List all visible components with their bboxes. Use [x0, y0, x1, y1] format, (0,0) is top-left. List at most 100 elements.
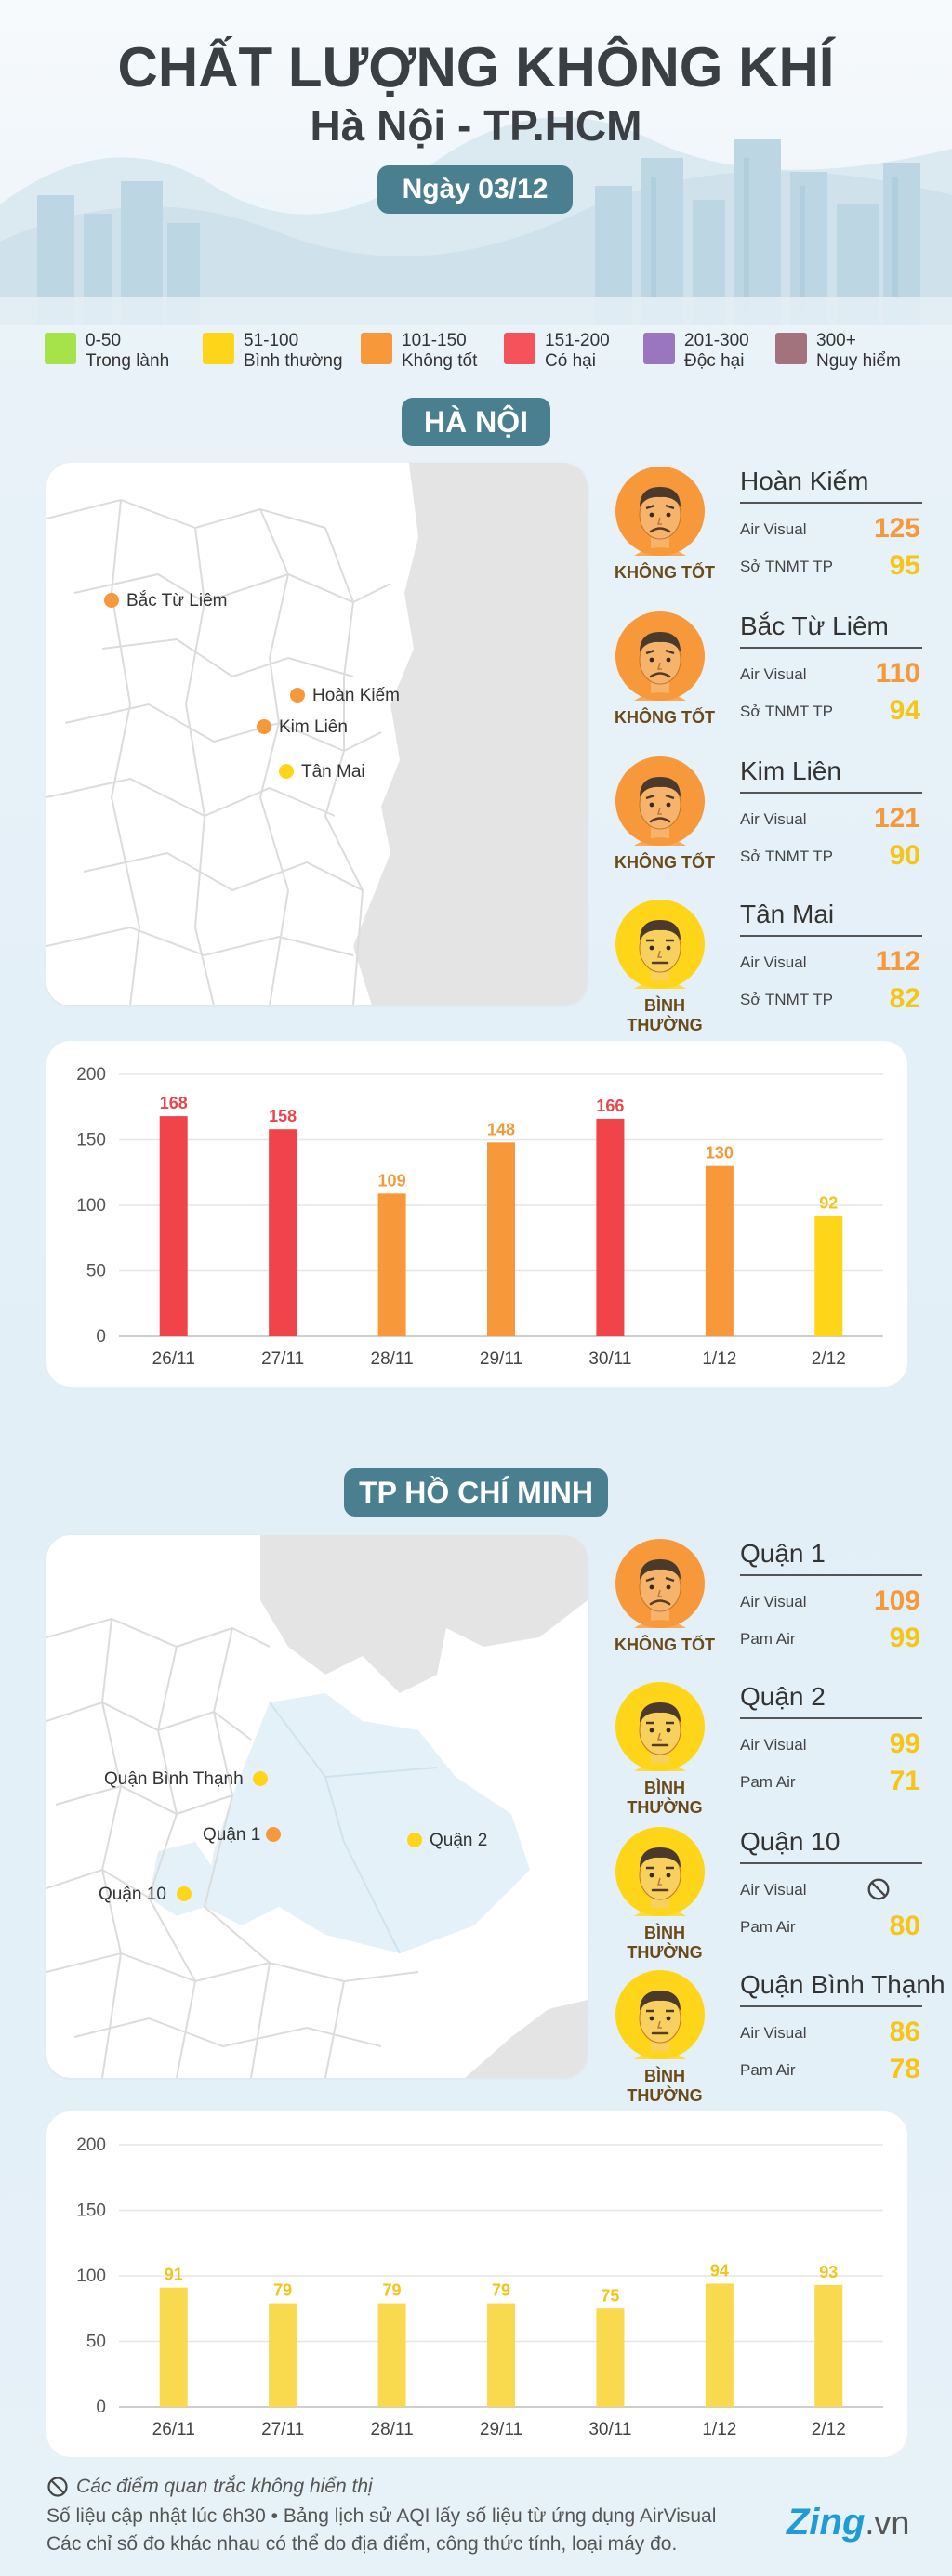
station-card: BÌNH THƯỜNG Quận Bình Thạnh Air Visual 86 Pa… — [604, 1970, 945, 2105]
source-label: Air Visual — [740, 810, 807, 828]
hcm-map: Quận Bình Thạnh Quận 1 Quận 2 Quận 10 — [46, 1535, 588, 2078]
source-value: 94 — [889, 695, 920, 726]
y-tick-label: 50 — [86, 1262, 106, 1281]
map-label-quan-binh-thanh: Quận Bình Thạnh — [104, 1769, 244, 1789]
station-status: KHÔNG TỐT — [615, 853, 715, 872]
source-label: Air Visual — [740, 953, 807, 971]
station-divider — [740, 502, 922, 504]
map-pin-kim-lien — [257, 719, 271, 734]
map-pin-quan-2 — [407, 1833, 422, 1847]
map-label-kim-lien: Kim Liên — [279, 717, 348, 737]
source-value: 121 — [873, 803, 920, 834]
station-divider — [740, 1717, 922, 1719]
station-name: Quận 10 — [740, 1827, 840, 1856]
legend-label: Độc hại — [684, 351, 745, 371]
source-label: Pam Air — [740, 1773, 796, 1791]
station-card: KHÔNG TỐT Kim Liên Air Visual 121 Sở TNMT TP… — [604, 756, 922, 887]
bar-value-label: 158 — [269, 1107, 297, 1125]
legend-label: Không tốt — [402, 351, 478, 371]
footer-line-2: Các chỉ số đo khác nhau có thể do địa đi… — [46, 2533, 678, 2555]
station-card: KHÔNG TỐT Quận 1 Air Visual 109 Pam Air 99 — [604, 1539, 922, 1669]
station-card: KHÔNG TỐT Hoàn Kiếm Air Visual 125 Sở TNMT T… — [604, 467, 922, 597]
hanoi-map-shapes — [46, 463, 588, 1005]
legend-label: Nguy hiểm — [816, 351, 901, 371]
source-value: 99 — [889, 1623, 920, 1653]
source-value: 90 — [889, 840, 920, 871]
bar — [487, 1142, 515, 1336]
bar-value-label: 92 — [819, 1193, 838, 1212]
y-tick-label: 200 — [76, 2136, 106, 2155]
hanoi-aqi-chart: 0 50 100 150 200 168 26/11 158 27/11 109 28/11 148 2… — [46, 1041, 907, 1387]
bar — [269, 1129, 298, 1336]
source-value: 109 — [873, 1585, 920, 1616]
y-tick-label: 0 — [96, 1327, 106, 1347]
station-status: KHÔNG TỐT — [615, 1636, 715, 1654]
legend-swatch — [45, 333, 76, 364]
map-pin-quan-1 — [266, 1827, 281, 1842]
legend-label: Trong lành — [86, 351, 170, 371]
section-title-hanoi: HÀ NỘI — [402, 398, 550, 446]
legend-label: Có hại — [545, 351, 596, 371]
city-skyline-illustration — [0, 117, 952, 325]
neutral-face-icon — [615, 1827, 705, 1916]
station-name: Bắc Từ Liêm — [740, 611, 889, 640]
station-status: BÌNH THƯỜNG — [627, 1779, 703, 1817]
source-label: Sở TNMT TP — [740, 991, 833, 1008]
station-divider — [740, 1862, 922, 1864]
map-label-quan-2: Quận 2 — [430, 1831, 488, 1850]
source-label: Air Visual — [740, 520, 807, 538]
map-label-tan-mai: Tân Mai — [301, 762, 365, 782]
bar-value-label: 79 — [273, 2281, 292, 2300]
x-tick-label: 2/12 — [812, 1349, 846, 1369]
station-divider — [740, 647, 922, 649]
y-tick-label: 150 — [76, 2201, 106, 2221]
map-label-hoan-kiem: Hoàn Kiếm — [312, 686, 400, 705]
bar-value-label: 94 — [710, 2261, 729, 2280]
aqi-legend: 0-50 Trong lành 51-100 Bình thường 101-150 Kh… — [45, 331, 919, 377]
sad-face-icon — [615, 467, 705, 556]
bar — [487, 2303, 515, 2407]
y-tick-label: 0 — [96, 2398, 106, 2417]
station-name: Quận 2 — [740, 1682, 826, 1711]
y-tick-label: 50 — [86, 2333, 106, 2352]
station-name: Hoàn Kiếm — [740, 467, 869, 495]
station-name: Kim Liên — [740, 756, 841, 785]
source-value: 110 — [875, 658, 920, 689]
source-value: 86 — [889, 2017, 920, 2047]
station-status: KHÔNG TỐT — [615, 563, 715, 582]
footer-note: Các điểm quan trắc không hiển thị — [76, 2476, 373, 2497]
map-label-quan-10: Quận 10 — [99, 1885, 166, 1904]
station-card: BÌNH THƯỜNG Tân Mai Air Visual 112 Sở TNMT T… — [604, 900, 922, 1034]
y-tick-label: 150 — [76, 1131, 106, 1150]
x-tick-label: 30/11 — [588, 2420, 631, 2439]
zing-logo: Zing.vn — [787, 2502, 909, 2543]
station-status: BÌNH THƯỜNG — [627, 1924, 703, 1962]
source-label: Air Visual — [740, 1593, 807, 1610]
bar — [814, 1216, 843, 1336]
x-tick-label: 29/11 — [480, 2420, 522, 2439]
bar-value-label: 93 — [819, 2263, 838, 2281]
bar — [269, 2303, 298, 2407]
station-card: KHÔNG TỐT Bắc Từ Liêm Air Visual 110 Sở TNMT… — [604, 611, 922, 742]
station-name: Tân Mai — [740, 900, 835, 928]
x-tick-label: 30/11 — [588, 1349, 631, 1369]
y-tick-label: 200 — [76, 1065, 106, 1084]
source-label: Air Visual — [740, 1736, 807, 1754]
x-tick-label: 26/11 — [152, 2420, 195, 2439]
source-value: 95 — [889, 550, 920, 581]
x-tick-label: 1/12 — [702, 2420, 736, 2439]
neutral-face-icon — [615, 1970, 705, 2059]
logo-suffix: .vn — [865, 2504, 910, 2542]
x-tick-label: 28/11 — [371, 1349, 414, 1369]
bar — [814, 2284, 843, 2407]
source-label: Sở TNMT TP — [740, 848, 833, 865]
bar-value-label: 79 — [383, 2281, 402, 2300]
bar — [705, 1165, 734, 1336]
hanoi-aqi-chart-svg: 0 50 100 150 200 168 26/11 158 27/11 109 28/11 148 2… — [76, 1065, 883, 1369]
sad-face-icon — [615, 756, 705, 846]
bar-value-label: 79 — [492, 2281, 510, 2300]
station-divider — [740, 792, 922, 794]
station-divider — [740, 935, 922, 937]
source-value: 80 — [889, 1911, 920, 1941]
source-label: Air Visual — [740, 665, 807, 683]
